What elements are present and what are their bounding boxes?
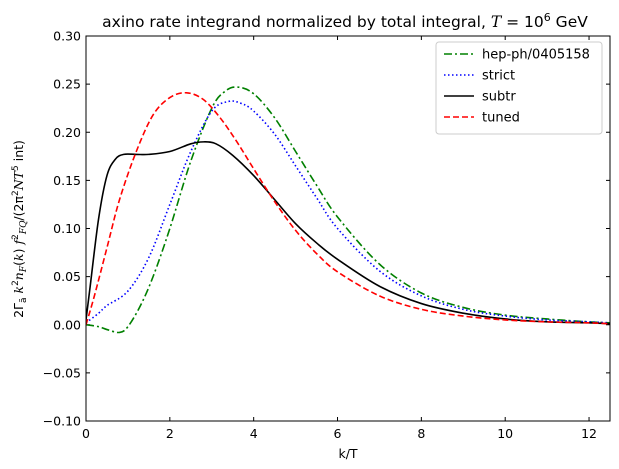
x-tick-label: 8 bbox=[417, 426, 425, 441]
chart-title-text: axino rate integrand normalized by total… bbox=[102, 13, 491, 31]
plot-frame bbox=[85, 35, 611, 422]
chart-title-eq: = 10 bbox=[501, 13, 544, 31]
x-axis-label: k/T bbox=[338, 446, 357, 461]
x-tick-label: 2 bbox=[166, 426, 174, 441]
legend-label: tuned bbox=[482, 111, 520, 126]
y-tick-label: 0.15 bbox=[53, 173, 81, 188]
y-tick-label: 0.00 bbox=[53, 317, 81, 332]
legend: hep-ph/0405158 strict subtr tuned bbox=[435, 41, 603, 135]
y-tick-label: −0.10 bbox=[43, 414, 81, 429]
x-tick-label: 6 bbox=[334, 426, 342, 441]
x-tick-label: 10 bbox=[497, 426, 513, 441]
x-tick-label: 12 bbox=[581, 426, 597, 441]
x-tick-label: 4 bbox=[250, 426, 258, 441]
y-axis-label: 2Γã k2nF(k) f2FQ/(2π2NT5 int) bbox=[11, 140, 29, 318]
series-line-hep-ph-0405158 bbox=[86, 86, 610, 334]
x-tick-label: 0 bbox=[82, 426, 90, 441]
y-tick-label: 0.05 bbox=[53, 269, 81, 284]
legend-label: subtr bbox=[482, 90, 516, 105]
y-tick-label: 0.25 bbox=[53, 77, 81, 92]
y-tick-label: 0.20 bbox=[53, 125, 81, 140]
series-line-tuned bbox=[86, 91, 610, 325]
y-tick-label: 0.10 bbox=[53, 221, 81, 236]
y-tick-label: 0.30 bbox=[53, 29, 81, 44]
series-line-subtr bbox=[86, 141, 610, 325]
legend-label: strict bbox=[482, 69, 515, 84]
y-tick-label: −0.05 bbox=[43, 365, 81, 380]
chart-title-math: T bbox=[491, 13, 503, 31]
legend-label: hep-ph/0405158 bbox=[482, 48, 590, 63]
chart-title-exp: 6 bbox=[544, 11, 551, 24]
chart-title-unit: GeV bbox=[551, 13, 588, 31]
data-series bbox=[86, 86, 610, 334]
axis-ticks: 0 2 4 6 8 10 12 −0.10 −0.05 0.00 0.05 0.10 0.15 0.20 0… bbox=[43, 29, 610, 441]
chart-title: axino rate integrand normalized by total… bbox=[102, 11, 588, 31]
legend-box bbox=[435, 41, 603, 135]
